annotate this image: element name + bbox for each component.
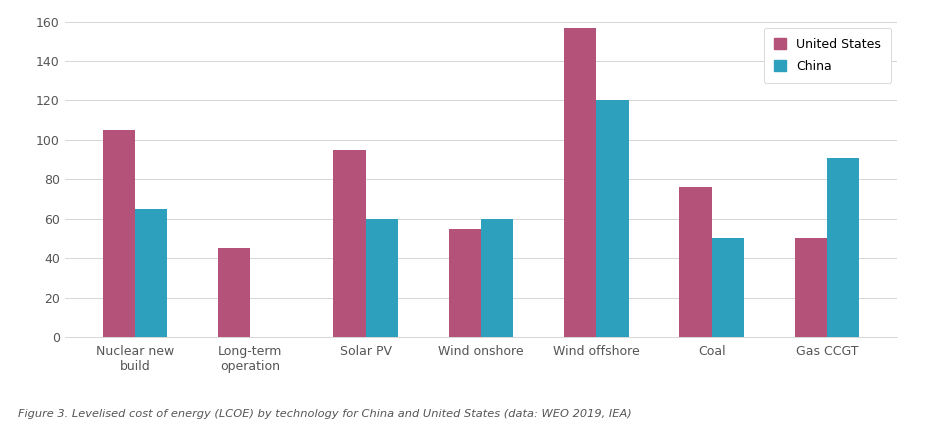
Bar: [597, 101, 629, 337]
Bar: [680, 187, 711, 337]
Bar: [103, 130, 135, 337]
Text: Figure 3. Levelised cost of energy (LCOE) by technology for China and United Sta: Figure 3. Levelised cost of energy (LCOE…: [18, 409, 633, 419]
Bar: [564, 28, 597, 337]
Legend: United States, China: United States, China: [764, 28, 891, 83]
Bar: [365, 219, 398, 337]
Bar: [333, 150, 365, 337]
Bar: [449, 229, 481, 337]
Bar: [218, 248, 251, 337]
Bar: [795, 238, 827, 337]
Bar: [135, 209, 167, 337]
Bar: [711, 238, 744, 337]
Bar: [481, 219, 513, 337]
Bar: [827, 158, 859, 337]
